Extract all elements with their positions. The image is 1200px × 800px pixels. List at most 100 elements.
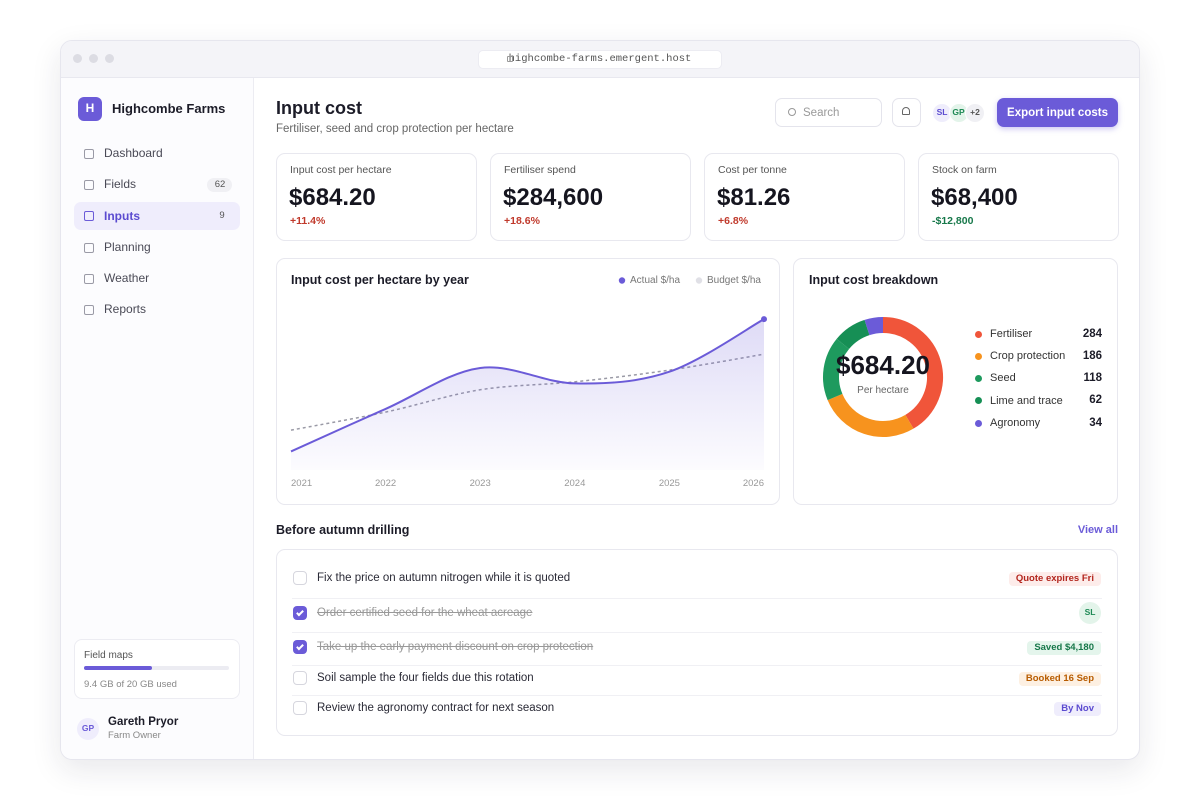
- task-badge: Saved $4,180: [1027, 640, 1101, 656]
- kpi-label: Input cost per hectare: [290, 164, 392, 177]
- kpi-value: $68,400: [931, 184, 1018, 212]
- checkbox[interactable]: [293, 606, 307, 620]
- kpi-label: Fertiliser spend: [504, 164, 576, 177]
- kpi-value: $284,600: [503, 184, 604, 212]
- tasks-card: [276, 549, 1118, 736]
- end-point: [761, 316, 767, 323]
- kpi-label: Cost per tonne: [718, 164, 787, 177]
- window-dot: [73, 54, 82, 63]
- export-button[interactable]: [997, 98, 1118, 127]
- nav-label: Inputs: [104, 208, 140, 223]
- series-line: [290, 318, 765, 453]
- chart-title: Input cost breakdown: [809, 272, 939, 287]
- x-tick-label: 2023: [469, 477, 491, 489]
- donut-center-value: $684.20: [836, 350, 930, 381]
- user-role: Farm Owner: [108, 729, 161, 741]
- task-text: Order certified seed for the wheat acrea…: [317, 606, 533, 619]
- assignee-initials: SL: [1084, 607, 1096, 618]
- export-label: Export input costs: [1007, 106, 1108, 119]
- legend-label: Actual $/ha: [630, 275, 681, 286]
- legend-value: 118: [1083, 372, 1102, 385]
- search-icon: [788, 108, 796, 116]
- avatar-initials: +2: [970, 107, 980, 118]
- assignee-avatar: [1079, 602, 1101, 624]
- kpi-card: [490, 153, 691, 241]
- user-name: Gareth Pryor: [108, 715, 179, 728]
- kpi-value: $81.26: [717, 184, 791, 212]
- series-area: [291, 319, 764, 470]
- lock-icon: [507, 56, 513, 62]
- logo: [78, 97, 102, 121]
- task-text: Soil sample the four fields due this rot…: [317, 671, 534, 684]
- avatar-initials: SL: [936, 107, 948, 118]
- kpi-card: [276, 153, 477, 241]
- nav-count: 9: [219, 210, 225, 222]
- legend-label: Crop protection: [990, 350, 1066, 363]
- row-divider: [292, 597, 1102, 599]
- row-divider: [292, 664, 1102, 666]
- checkbox[interactable]: [293, 671, 307, 685]
- donut-segment: [882, 317, 943, 429]
- nav-label: Weather: [104, 271, 150, 285]
- page-subtitle: Fertiliser, seed and crop protection per…: [276, 122, 514, 135]
- donut-segment: [864, 317, 884, 336]
- donut-segment: [823, 338, 850, 401]
- kpi-label: Stock on farm: [932, 164, 997, 177]
- x-tick-label: 2022: [375, 477, 397, 489]
- nav-count-bg: [207, 178, 232, 193]
- nav-label: Fields: [104, 177, 137, 192]
- brand-name: Highcombe Farms: [112, 100, 226, 116]
- legend-swatch: [975, 375, 982, 383]
- kpi-card: [704, 153, 905, 241]
- avatar: [965, 103, 985, 123]
- legend-swatch: [695, 277, 703, 284]
- kpi-delta: -$12,800: [932, 215, 974, 228]
- chart-card: [793, 258, 1118, 505]
- legend-label: Agronomy: [990, 417, 1041, 430]
- donut-segment: [827, 393, 914, 437]
- view-all-link[interactable]: View all: [1077, 523, 1118, 536]
- legend-label: Budget $/ha: [707, 275, 761, 286]
- task-badge: Booked 16 Sep: [1018, 671, 1101, 687]
- row-divider: [292, 632, 1102, 633]
- checkbox[interactable]: [293, 701, 307, 715]
- window-dot: [89, 54, 98, 63]
- legend-swatch: [975, 397, 982, 405]
- legend-value: 186: [1082, 349, 1102, 362]
- nav-count: 62: [214, 179, 226, 191]
- task-badge: Quote expires Fri: [1008, 571, 1101, 587]
- logo-letter: H: [85, 101, 95, 116]
- legend-swatch: [618, 277, 626, 284]
- url-bar: [478, 50, 722, 69]
- kpi-delta: +18.6%: [504, 215, 540, 228]
- window-dot: [105, 54, 114, 63]
- legend-value: 284: [1082, 327, 1102, 340]
- search-placeholder: Search: [803, 106, 840, 119]
- nav-icon: [84, 180, 94, 191]
- checkbox[interactable]: [293, 640, 307, 654]
- task-text: Review the agronomy contract for next se…: [317, 701, 555, 714]
- donut-segment: [836, 319, 870, 350]
- storage-usage: 9.4 GB of 20 GB used: [84, 678, 177, 690]
- task-text: Fix the price on autumn nitrogen while i…: [317, 571, 571, 584]
- x-tick-label: 2024: [564, 477, 586, 489]
- legend-swatch: [975, 330, 982, 338]
- row-divider: [292, 695, 1102, 696]
- legend-swatch: [975, 352, 982, 360]
- user-initials: GP: [81, 723, 95, 734]
- storage-title: Field maps: [84, 649, 133, 661]
- task-text: Take up the early payment discount on cr…: [317, 640, 594, 653]
- nav-icon: [84, 211, 94, 222]
- bell-icon: [902, 107, 910, 115]
- url: highcombe-farms.emergent.host: [508, 52, 692, 65]
- section-title: Before autumn drilling: [276, 522, 410, 537]
- x-tick-label: 2025: [658, 477, 680, 489]
- donut-center-label: Per hectare: [857, 384, 909, 396]
- checkbox[interactable]: [293, 571, 307, 585]
- kpi-delta: +6.8%: [718, 215, 749, 228]
- legend-value: 34: [1089, 416, 1102, 429]
- nav-label: Planning: [104, 239, 151, 254]
- kpi-value: $684.20: [289, 184, 376, 212]
- legend-value: 62: [1089, 394, 1102, 407]
